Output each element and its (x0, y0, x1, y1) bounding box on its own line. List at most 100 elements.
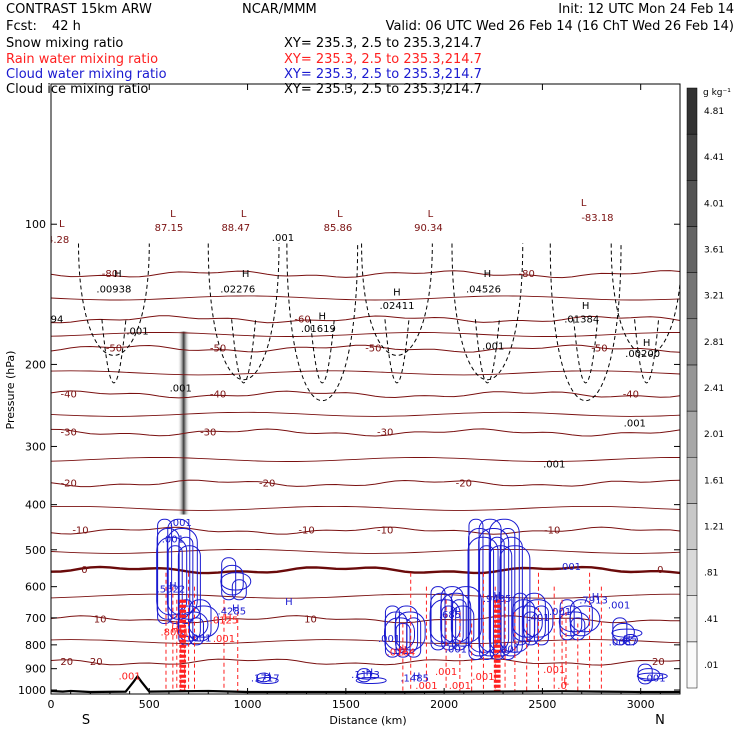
legend-rain-xy: XY= 235.3, 2.5 to 235.3,214.7 (284, 52, 482, 67)
extremum-label: H (263, 671, 271, 682)
theta-line (51, 526, 680, 535)
colorbar-cell (686, 364, 698, 412)
cloud-water-contour (220, 572, 252, 591)
x-tick-label: 1000 (234, 698, 262, 711)
theta-line (51, 565, 680, 575)
extremum-label: .001 (445, 644, 467, 655)
fcst-label: Fcst: (6, 19, 37, 34)
extremum-label: .001 (482, 341, 504, 352)
extremum-label: .0894 (35, 314, 64, 325)
cloud-ice-contour (231, 319, 257, 384)
extremum-label: 90.34 (414, 223, 443, 234)
extremum-label: .001 (378, 634, 400, 645)
colorbar-cell (686, 595, 698, 643)
colorbar-cell (686, 318, 698, 366)
theta-label: -60 (294, 314, 310, 325)
extremum-label: L (581, 198, 587, 209)
extremum-label: .1717 (251, 674, 280, 685)
colorbar-cell (686, 133, 698, 181)
cloud-water-contour (450, 586, 482, 643)
extremum-label: .7913 (579, 595, 608, 606)
cloud-water-contour (522, 599, 554, 638)
cloud-ice-contour (474, 319, 500, 384)
theta-label: -50 (365, 344, 381, 355)
cloud-ice-contour (610, 243, 680, 356)
cloud-ice-contour (78, 243, 150, 356)
theta-label: -50 (106, 344, 122, 355)
extremum-label: .001 (435, 667, 457, 678)
extremum-label: .001 (170, 518, 192, 529)
extremum-label: L (241, 209, 247, 220)
theta-line (51, 505, 680, 511)
extremum-label: .001 (415, 681, 437, 692)
extremum-label: .4285 (218, 606, 247, 617)
cloud-ice-contour (634, 319, 660, 384)
cloud-water-contour (384, 617, 416, 651)
extremum-label: H (224, 613, 232, 624)
theta-label: -50 (591, 344, 607, 355)
x-tick-label: 2500 (528, 698, 556, 711)
colorbar-unit: g kg⁻¹ (703, 88, 731, 98)
theta-label: 20 (90, 657, 103, 668)
extremum-label: .001 (449, 681, 471, 692)
theta-label: -20 (456, 478, 472, 489)
legend-snow-xy: XY= 235.3, 2.5 to 235.3,214.7 (284, 36, 482, 51)
theta-label: -40 (623, 389, 639, 400)
theta-label: 0 (657, 565, 663, 576)
cloud-ice-contour (549, 243, 622, 401)
theta-label: -80 (519, 269, 535, 280)
extremum-label: 88.47 (221, 223, 250, 234)
extremum-label: H (114, 269, 122, 280)
theta-label: -30 (377, 427, 393, 438)
extremum-label: .00938 (96, 284, 131, 295)
cloud-ice-contour (451, 243, 524, 380)
x-tick-label: 500 (139, 698, 160, 711)
extremum-label: H (623, 635, 631, 646)
extremum-label: .401 (527, 613, 549, 624)
extremum-label: L (170, 209, 176, 220)
theta-line (51, 658, 680, 666)
legend-rain: Rain water mixing ratio (6, 52, 158, 67)
org-label: NCAR/MMM (242, 2, 317, 17)
extremum-label: .01384 (564, 314, 599, 325)
extremum-label: H (450, 607, 458, 618)
theta-label: -50 (210, 344, 226, 355)
theta-line (51, 370, 680, 376)
theta-label: 10 (94, 614, 107, 625)
colorbar-label: 4.41 (704, 153, 724, 163)
extremum-label: .00200 (625, 349, 660, 360)
extremum-label: H (169, 581, 177, 592)
cloud-water-contour (231, 579, 247, 601)
theta-label: -10 (298, 526, 314, 537)
extremum-label: H (413, 671, 421, 682)
theta-line (51, 390, 680, 399)
extremum-label: H (171, 625, 179, 636)
legend-cloud-ice-xy: XY= 235.3, 2.5 to 235.3,214.7 (284, 82, 482, 97)
extremum-label: .01619 (301, 324, 336, 335)
extremum-label: .5522 (157, 584, 186, 595)
fcst-value: 42 h (52, 19, 81, 34)
x-end-left: S (82, 713, 90, 728)
plot-area: -80 -80 -60 -50 -50 -50 -50 -40 -40 -40 -30 -30 -30 -… (35, 198, 680, 694)
extremum-label: .001 (608, 600, 630, 611)
extremum-label: .001 (543, 665, 565, 676)
extremum-label: H (484, 269, 492, 280)
extremum-label: L (563, 677, 569, 688)
extremum-label: .001 (272, 233, 294, 244)
extremum-label: .001 (549, 607, 571, 618)
cloud-ice-contour (384, 319, 410, 384)
colorbar-cell (686, 641, 698, 689)
extremum-label: .001 (118, 671, 140, 682)
cloud-water-contour (188, 605, 220, 638)
init-time: Init: 12 UTC Mon 24 Feb 14 (558, 2, 734, 17)
colorbar: .01 .41 .81 1.21 1.61 2.01 2.41 2.81 3.21 3.61 4.0… (686, 87, 724, 689)
extremum-label: L (337, 209, 343, 220)
extremum-label: 85.86 (324, 223, 353, 234)
extremum-label: .9435 (483, 594, 512, 605)
x-tick-label: 3000 (627, 698, 655, 711)
cloud-water-contour (255, 676, 279, 684)
theta-line (51, 315, 680, 324)
extremum-label: .0164 (387, 647, 416, 658)
theta-label: -30 (61, 427, 77, 438)
